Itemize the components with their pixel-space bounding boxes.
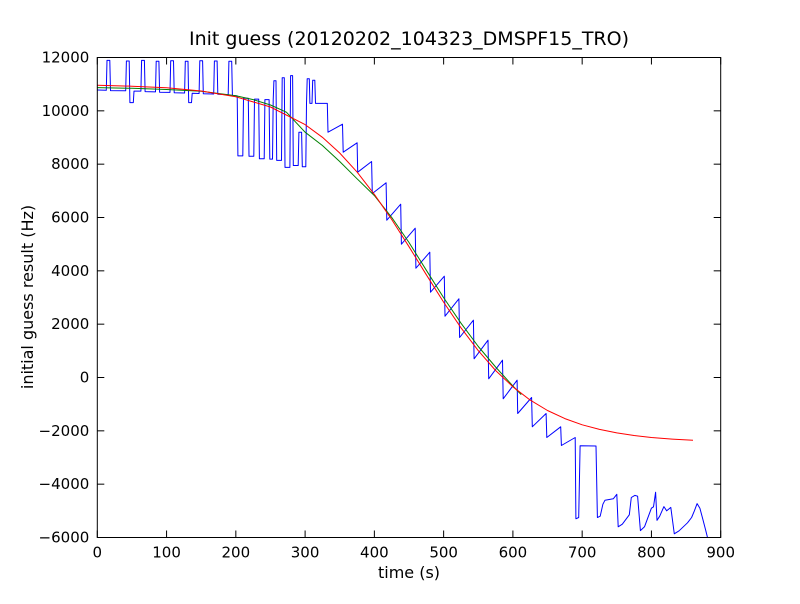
red-fit-curve-line xyxy=(97,84,694,441)
x-tick-label: 700 xyxy=(568,544,597,562)
y-tick-label: 0 xyxy=(80,369,90,387)
y-tick-label: 6000 xyxy=(51,209,89,227)
initial-guess-data-line xyxy=(97,59,708,538)
x-tick-label: 100 xyxy=(152,544,181,562)
x-tick-label: 600 xyxy=(499,544,528,562)
green-fit-curve-line xyxy=(97,87,522,395)
plot-title: Init guess (20120202_104323_DMSPF15_TRO) xyxy=(189,28,629,50)
data-series-group xyxy=(97,59,708,538)
y-tick-label: 10000 xyxy=(42,102,90,120)
y-axis-label: initial guess result (Hz) xyxy=(18,205,37,389)
y-tick-label: 2000 xyxy=(51,315,89,333)
axis-ticks-group: 0 100 200 300 400 500 600 700 800 900 −6000 −4000 −2… xyxy=(39,49,735,562)
x-tick-label: 0 xyxy=(93,544,103,562)
x-tick-label: 200 xyxy=(222,544,251,562)
y-tick-label: −4000 xyxy=(39,475,90,493)
x-tick-label: 300 xyxy=(291,544,320,562)
axes-frame xyxy=(96,57,722,538)
y-tick-label: −6000 xyxy=(39,529,90,547)
x-axis-label: time (s) xyxy=(378,563,440,582)
y-tick-label: 12000 xyxy=(42,49,90,67)
x-tick-label: 400 xyxy=(360,544,389,562)
y-tick-label: −2000 xyxy=(39,422,90,440)
x-tick-label: 500 xyxy=(429,544,458,562)
y-tick-label: 4000 xyxy=(51,262,89,280)
x-tick-label: 900 xyxy=(706,544,735,562)
y-tick-label: 8000 xyxy=(51,155,89,173)
x-tick-label: 800 xyxy=(637,544,666,562)
